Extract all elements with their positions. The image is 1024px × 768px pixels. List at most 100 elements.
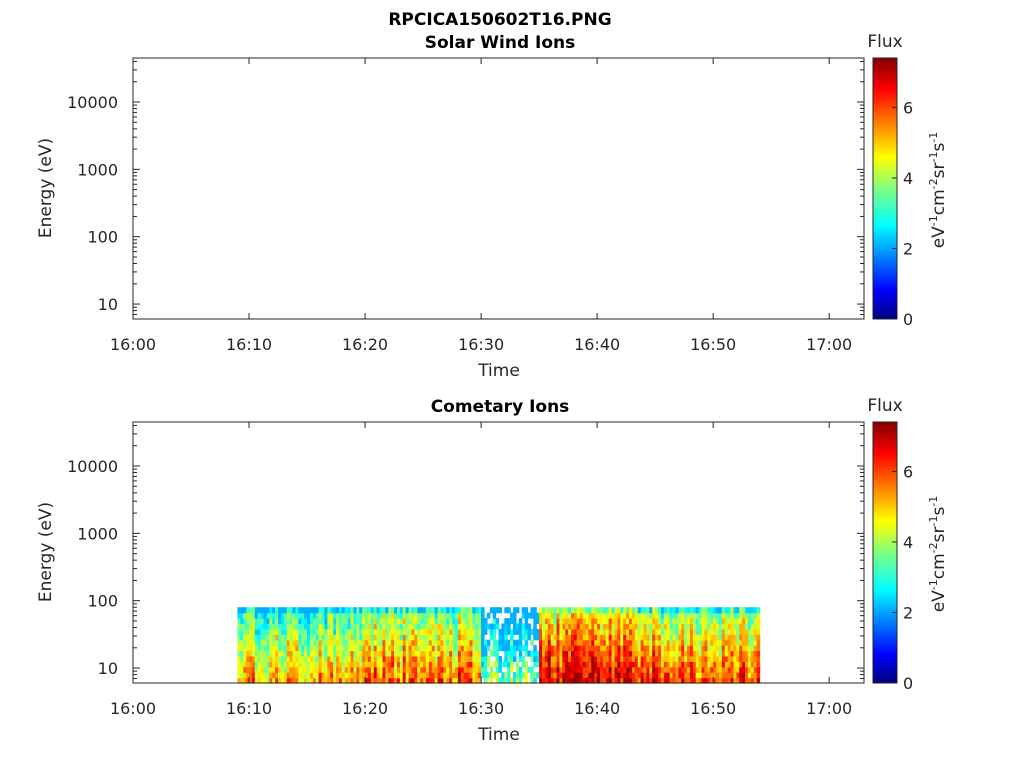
spectrogram-cell (286, 607, 291, 614)
spectrogram-cell (582, 634, 587, 641)
spectrogram-cell (571, 607, 575, 614)
spectrogram-cell (617, 628, 621, 635)
spectrogram-cell (411, 666, 415, 673)
spectrogram-cell (469, 607, 473, 614)
spectrogram-cell (411, 634, 415, 641)
spectrogram-cell (629, 655, 633, 662)
spectrogram-cell (295, 661, 299, 668)
spectrogram-cell (687, 634, 691, 641)
spectrogram-cell (338, 677, 343, 684)
spectrogram-cell (399, 639, 404, 646)
spectrogram-cell (388, 607, 392, 614)
spectrogram-cell (611, 645, 616, 652)
spectrogram-cell (591, 623, 595, 630)
spectrogram-cell (344, 623, 349, 630)
spectrogram-cell (457, 677, 462, 684)
spectrogram-cell (684, 634, 688, 641)
spectrogram-cell (289, 655, 294, 662)
spectrogram-cell (605, 650, 610, 657)
spectrogram-cell (440, 634, 444, 641)
spectrogram-cell (304, 645, 308, 652)
spectrogram-cell (425, 672, 430, 679)
spectrogram-cell (486, 672, 491, 679)
spectrogram-cell (707, 639, 711, 646)
spectrogram-cell (689, 639, 694, 646)
spectrogram-cell (370, 618, 375, 625)
spectrogram-cell (750, 655, 755, 662)
spectrogram-cell (658, 612, 662, 619)
spectrogram-cell (237, 672, 241, 679)
spectrogram-cell (492, 612, 497, 619)
spectrogram-cell (573, 639, 578, 646)
spectrogram-cell (411, 650, 415, 657)
spectrogram-cell (608, 618, 613, 625)
spectrogram-cell (394, 607, 398, 614)
spectrogram-cell (556, 639, 561, 646)
spectrogram-cell (307, 677, 311, 684)
spectrogram-cell (425, 655, 430, 662)
spectrogram-cell (321, 655, 326, 662)
spectrogram-cell (240, 618, 244, 625)
spectrogram-cell (553, 628, 558, 635)
spectrogram-cell (533, 628, 537, 635)
spectrogram-cell (260, 634, 265, 641)
spectrogram-cell (350, 672, 355, 679)
spectrogram-cell (675, 628, 679, 635)
spectrogram-cell (666, 672, 671, 679)
spectrogram-cell (481, 612, 485, 619)
spectrogram-cell (280, 672, 285, 679)
spectrogram-cell (576, 612, 581, 619)
spectrogram-cell (640, 672, 645, 679)
spectrogram-cell (562, 607, 566, 614)
spectrogram-cell (634, 628, 639, 635)
spectrogram-cell (594, 628, 598, 635)
spectrogram-cell (739, 618, 743, 625)
spectrogram-cell (756, 623, 761, 630)
spectrogram-cell (350, 623, 355, 630)
spectrogram-cell (434, 645, 439, 652)
spectrogram-cell (423, 618, 427, 625)
spectrogram-cell (658, 628, 662, 635)
spectrogram-cell (394, 655, 398, 662)
spectrogram-cell (553, 677, 558, 684)
spectrogram-cell (394, 677, 398, 684)
spectrogram-cell (379, 607, 384, 614)
spectrogram-cell (237, 607, 241, 614)
spectrogram-cell (573, 666, 578, 673)
spectrogram-cell (475, 612, 479, 619)
spectrogram-cell (434, 639, 439, 646)
spectrogram-cell (336, 607, 340, 614)
spectrogram-cell (417, 623, 421, 630)
spectrogram-cell (663, 612, 668, 619)
spectrogram-cell (614, 618, 619, 625)
spectrogram-cell (254, 655, 259, 662)
spectrogram-cell (304, 623, 308, 630)
spectrogram-cell (733, 645, 737, 652)
spectrogram-cell (483, 645, 488, 652)
spectrogram-cell (579, 661, 584, 668)
spectrogram-cell (692, 677, 697, 684)
spectrogram-cell (629, 634, 633, 641)
x-tick-label: 16:00 (110, 335, 156, 354)
spectrogram-cell (391, 618, 395, 625)
spectrogram-cell (336, 645, 340, 652)
spectrogram-cell (681, 634, 685, 641)
spectrogram-cell (481, 607, 485, 614)
spectrogram-cell (710, 661, 714, 668)
spectrogram-cell (582, 612, 587, 619)
spectrogram-cell (605, 623, 610, 630)
spectrogram-cell (681, 628, 685, 635)
spectrogram-cell (698, 672, 703, 679)
spectrogram-cell (539, 607, 543, 614)
spectrogram-cell (710, 677, 714, 684)
spectrogram-cell (747, 607, 752, 614)
spectrogram-cell (698, 650, 703, 657)
spectrogram-cell (605, 661, 610, 668)
spectrogram-cell (394, 628, 398, 635)
spectrogram-cell (631, 661, 636, 668)
spectrogram-cell (698, 634, 703, 641)
spectrogram-cell (492, 661, 497, 668)
spectrogram-cell (547, 661, 552, 668)
spectrogram-cell (501, 645, 505, 652)
spectrogram-cell (283, 672, 288, 679)
